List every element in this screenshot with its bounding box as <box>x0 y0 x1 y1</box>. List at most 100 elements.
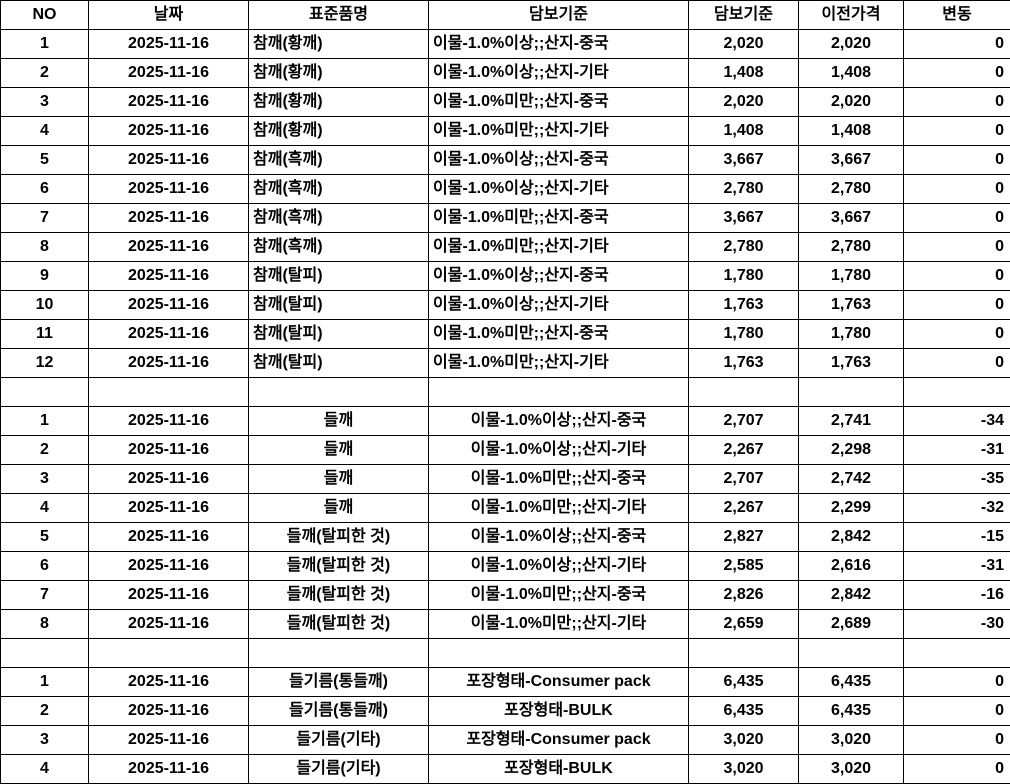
cell-no[interactable]: 4 <box>0 754 89 784</box>
cell-change[interactable]: -30 <box>903 609 1010 639</box>
cell-previous-price[interactable]: 3,667 <box>798 203 904 233</box>
cell-collateral-price[interactable]: 2,827 <box>688 522 799 552</box>
cell-change[interactable]: -31 <box>903 435 1010 465</box>
cell-change[interactable]: 0 <box>903 58 1010 88</box>
cell-collateral-price[interactable]: 2,780 <box>688 174 799 204</box>
cell-change[interactable]: -16 <box>903 580 1010 610</box>
cell-date[interactable]: 2025-11-16 <box>88 551 249 581</box>
cell-date[interactable]: 2025-11-16 <box>88 319 249 349</box>
cell-date[interactable]: 2025-11-16 <box>88 290 249 320</box>
empty-cell-collateral-price[interactable] <box>688 377 799 407</box>
cell-previous-price[interactable]: 2,741 <box>798 406 904 436</box>
cell-change[interactable]: 0 <box>903 319 1010 349</box>
cell-product[interactable]: 들기름(통들깨) <box>248 696 429 726</box>
cell-product[interactable]: 들기름(통들깨) <box>248 667 429 697</box>
cell-date[interactable]: 2025-11-16 <box>88 348 249 378</box>
cell-date[interactable]: 2025-11-16 <box>88 493 249 523</box>
cell-date[interactable]: 2025-11-16 <box>88 696 249 726</box>
cell-product[interactable]: 참깨(황깨) <box>248 58 429 88</box>
cell-no[interactable]: 4 <box>0 493 89 523</box>
cell-product[interactable]: 참깨(탈피) <box>248 319 429 349</box>
cell-previous-price[interactable]: 2,298 <box>798 435 904 465</box>
cell-date[interactable]: 2025-11-16 <box>88 29 249 59</box>
cell-collateral-price[interactable]: 1,763 <box>688 348 799 378</box>
cell-previous-price[interactable]: 2,616 <box>798 551 904 581</box>
cell-no[interactable]: 2 <box>0 58 89 88</box>
cell-previous-price[interactable]: 1,763 <box>798 290 904 320</box>
cell-product[interactable]: 참깨(황깨) <box>248 29 429 59</box>
cell-product[interactable]: 참깨(흑깨) <box>248 203 429 233</box>
cell-collateral-price[interactable]: 3,667 <box>688 203 799 233</box>
cell-date[interactable]: 2025-11-16 <box>88 406 249 436</box>
cell-product[interactable]: 참깨(흑깨) <box>248 174 429 204</box>
cell-previous-price[interactable]: 2,689 <box>798 609 904 639</box>
cell-date[interactable]: 2025-11-16 <box>88 435 249 465</box>
cell-criteria[interactable]: 이물-1.0%미만;;산지-기타 <box>428 116 689 146</box>
cell-change[interactable]: -32 <box>903 493 1010 523</box>
cell-collateral-price[interactable]: 2,659 <box>688 609 799 639</box>
cell-product[interactable]: 들깨 <box>248 493 429 523</box>
cell-criteria[interactable]: 이물-1.0%미만;;산지-기타 <box>428 493 689 523</box>
cell-no[interactable]: 4 <box>0 116 89 146</box>
cell-criteria[interactable]: 이물-1.0%미만;;산지-중국 <box>428 87 689 117</box>
empty-cell-previous-price[interactable] <box>798 638 904 668</box>
cell-collateral-price[interactable]: 3,020 <box>688 754 799 784</box>
cell-criteria[interactable]: 이물-1.0%미만;;산지-중국 <box>428 580 689 610</box>
cell-previous-price[interactable]: 1,780 <box>798 319 904 349</box>
cell-criteria[interactable]: 이물-1.0%미만;;산지-기타 <box>428 609 689 639</box>
cell-no[interactable]: 2 <box>0 435 89 465</box>
cell-criteria[interactable]: 이물-1.0%이상;;산지-중국 <box>428 261 689 291</box>
cell-previous-price[interactable]: 1,408 <box>798 58 904 88</box>
header-date[interactable]: 날짜 <box>88 0 249 30</box>
cell-change[interactable]: 0 <box>903 667 1010 697</box>
cell-collateral-price[interactable]: 2,707 <box>688 406 799 436</box>
empty-cell-date[interactable] <box>88 377 249 407</box>
cell-criteria[interactable]: 포장형태-Consumer pack <box>428 725 689 755</box>
header-collateral-price[interactable]: 담보기준 <box>688 0 799 30</box>
cell-collateral-price[interactable]: 3,667 <box>688 145 799 175</box>
cell-date[interactable]: 2025-11-16 <box>88 116 249 146</box>
cell-change[interactable]: 0 <box>903 754 1010 784</box>
cell-date[interactable]: 2025-11-16 <box>88 725 249 755</box>
cell-date[interactable]: 2025-11-16 <box>88 58 249 88</box>
cell-no[interactable]: 1 <box>0 667 89 697</box>
cell-change[interactable]: 0 <box>903 290 1010 320</box>
cell-criteria[interactable]: 이물-1.0%이상;;산지-중국 <box>428 145 689 175</box>
cell-criteria[interactable]: 이물-1.0%미만;;산지-중국 <box>428 319 689 349</box>
empty-cell-date[interactable] <box>88 638 249 668</box>
cell-no[interactable]: 7 <box>0 203 89 233</box>
cell-no[interactable]: 10 <box>0 290 89 320</box>
cell-change[interactable]: 0 <box>903 174 1010 204</box>
cell-change[interactable]: 0 <box>903 116 1010 146</box>
empty-cell-previous-price[interactable] <box>798 377 904 407</box>
cell-date[interactable]: 2025-11-16 <box>88 609 249 639</box>
cell-product[interactable]: 들깨 <box>248 435 429 465</box>
cell-collateral-price[interactable]: 1,780 <box>688 261 799 291</box>
cell-no[interactable]: 5 <box>0 145 89 175</box>
cell-no[interactable]: 1 <box>0 406 89 436</box>
cell-product[interactable]: 들깨(탈피한 것) <box>248 609 429 639</box>
cell-criteria[interactable]: 이물-1.0%이상;;산지-기타 <box>428 435 689 465</box>
cell-date[interactable]: 2025-11-16 <box>88 174 249 204</box>
cell-change[interactable]: -34 <box>903 406 1010 436</box>
cell-previous-price[interactable]: 1,763 <box>798 348 904 378</box>
empty-cell-product[interactable] <box>248 638 429 668</box>
cell-date[interactable]: 2025-11-16 <box>88 145 249 175</box>
cell-previous-price[interactable]: 2,299 <box>798 493 904 523</box>
empty-cell-collateral-price[interactable] <box>688 638 799 668</box>
cell-change[interactable]: 0 <box>903 203 1010 233</box>
cell-criteria[interactable]: 이물-1.0%이상;;산지-중국 <box>428 29 689 59</box>
empty-cell-change[interactable] <box>903 377 1010 407</box>
cell-no[interactable]: 6 <box>0 551 89 581</box>
cell-criteria[interactable]: 이물-1.0%이상;;산지-중국 <box>428 522 689 552</box>
cell-product[interactable]: 들기름(기타) <box>248 754 429 784</box>
cell-date[interactable]: 2025-11-16 <box>88 261 249 291</box>
cell-product[interactable]: 참깨(황깨) <box>248 87 429 117</box>
cell-collateral-price[interactable]: 1,763 <box>688 290 799 320</box>
cell-previous-price[interactable]: 3,667 <box>798 145 904 175</box>
cell-collateral-price[interactable]: 2,585 <box>688 551 799 581</box>
cell-date[interactable]: 2025-11-16 <box>88 667 249 697</box>
empty-cell-criteria[interactable] <box>428 638 689 668</box>
cell-collateral-price[interactable]: 2,707 <box>688 464 799 494</box>
cell-product[interactable]: 들기름(기타) <box>248 725 429 755</box>
